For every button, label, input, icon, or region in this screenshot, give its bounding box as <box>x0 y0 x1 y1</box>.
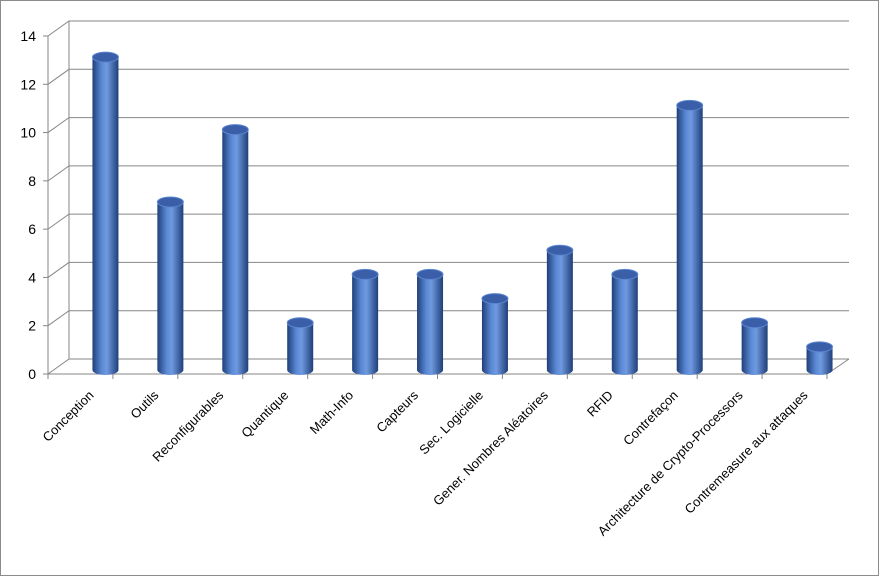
bar-body <box>611 274 638 375</box>
x-category-label: Contremeasure aux attaques <box>682 387 812 517</box>
bar-top <box>481 293 509 305</box>
bar-body <box>741 322 768 375</box>
bar <box>416 268 444 375</box>
y-tick-label: 14 <box>20 28 36 44</box>
y-tick-label: 2 <box>28 318 36 334</box>
bar-top <box>806 341 834 353</box>
bar-top <box>676 99 704 111</box>
bar-top <box>156 196 184 208</box>
x-category-label: Capteurs <box>373 387 421 435</box>
x-category-label: Quantique <box>238 388 291 441</box>
bar-body <box>806 346 833 375</box>
y-tick-label: 6 <box>28 221 36 237</box>
bar-top <box>351 268 379 280</box>
bar <box>221 124 249 375</box>
bar-body <box>546 250 573 375</box>
bar-top <box>546 244 574 256</box>
x-category-label: Outils <box>127 387 161 421</box>
bar-body <box>222 129 249 375</box>
bar <box>156 196 184 375</box>
bars <box>91 51 834 376</box>
bar <box>806 341 834 375</box>
bar <box>286 317 314 375</box>
bar <box>676 99 704 375</box>
bar-top <box>611 268 639 280</box>
y-tick-label: 8 <box>28 173 36 189</box>
x-category-label: Contrefaçon <box>620 388 681 449</box>
y-tick-label: 10 <box>20 125 36 141</box>
x-category-label: Reconfigurables <box>149 387 226 464</box>
gridline <box>47 68 849 85</box>
bar-body <box>676 105 703 375</box>
bar <box>351 268 379 375</box>
x-category-label: Conception <box>39 388 96 445</box>
bar-body <box>417 274 444 375</box>
bar-body <box>157 202 184 375</box>
y-tick-label: 4 <box>28 269 36 285</box>
gridline <box>47 165 849 182</box>
gridline <box>47 20 849 37</box>
bar-top <box>221 124 249 136</box>
bar <box>546 244 574 375</box>
x-category-label: RFID <box>584 388 616 420</box>
bar-top <box>91 51 119 63</box>
x-category-label: Gener. Nombres Aléatoires <box>430 387 551 508</box>
bar-top <box>741 317 769 329</box>
bar <box>91 51 119 376</box>
y-tick-label: 12 <box>20 76 36 92</box>
bar <box>481 293 509 375</box>
bar <box>611 268 639 375</box>
y-axis-tick-labels: 0 2 4 6 8 10 12 14 <box>20 28 48 382</box>
bar-body <box>287 322 314 375</box>
bar-body <box>92 57 119 376</box>
bar <box>741 317 769 375</box>
y-tick-label: 0 <box>28 366 36 382</box>
bar-body <box>352 274 379 375</box>
bar-top <box>286 317 314 329</box>
gridline <box>47 117 849 133</box>
bar-body <box>481 298 508 375</box>
x-category-label: Sec. Logicielle <box>416 388 486 458</box>
x-category-label: Math-Info <box>307 388 356 437</box>
bar-top <box>416 268 444 280</box>
